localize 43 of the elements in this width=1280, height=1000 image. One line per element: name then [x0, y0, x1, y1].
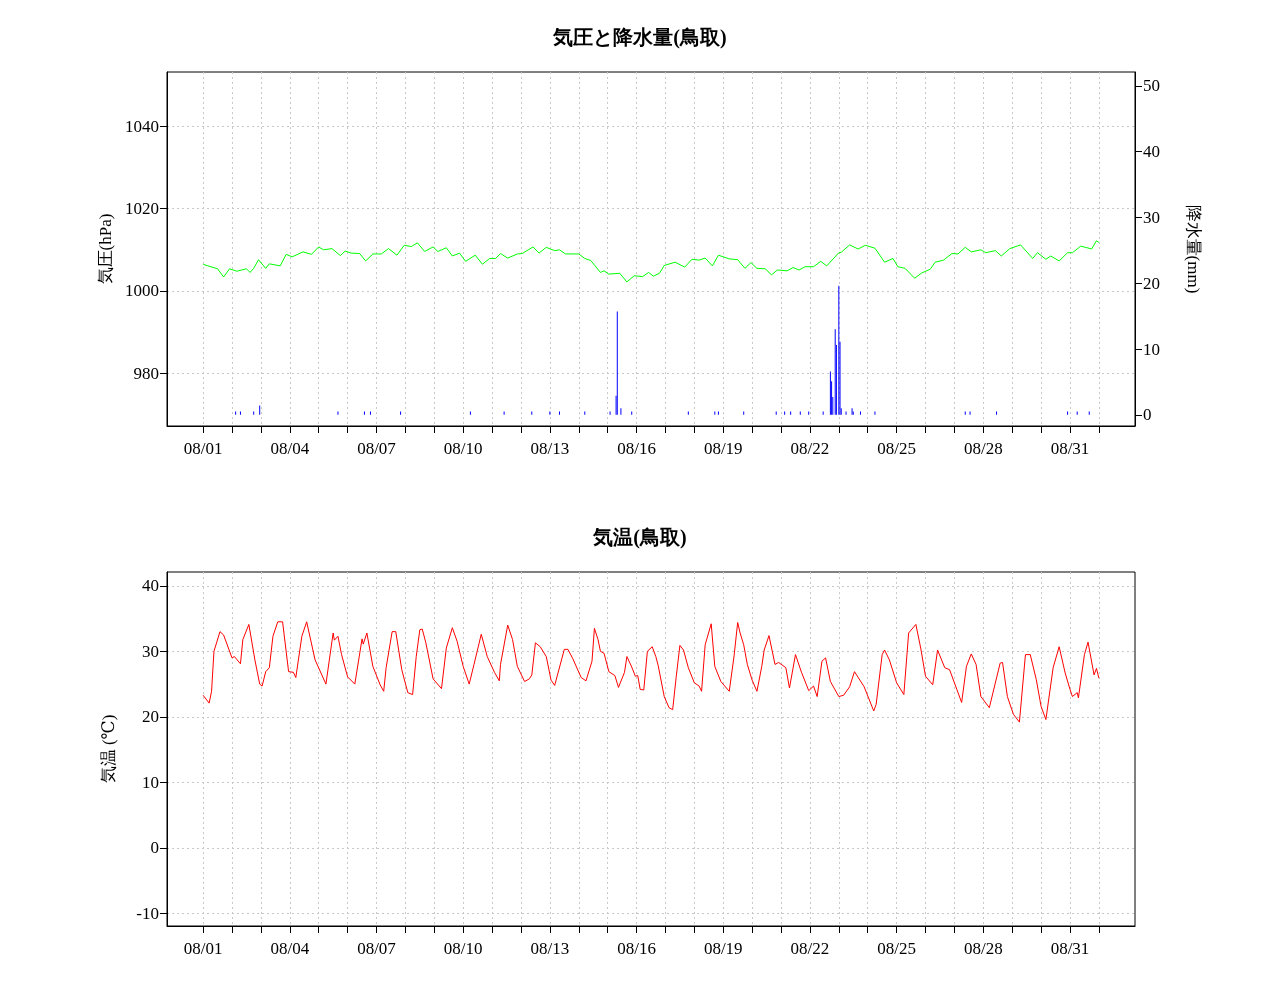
x-tick-label: 08/13: [530, 439, 570, 458]
y2-tick-label: 30: [1143, 207, 1160, 227]
y2-tick-label: 50: [1143, 76, 1160, 96]
x-tick-label: 08/31: [1050, 439, 1090, 458]
x-tick-label: 08/19: [703, 939, 743, 958]
x-tick-label: 08/25: [877, 439, 916, 458]
y-tick-label: 980: [133, 363, 159, 383]
y-tick-label: 1000: [125, 281, 159, 301]
x-tick-label: 08/13: [530, 939, 570, 958]
y2-tick-label: 20: [1143, 273, 1160, 293]
x-tick-label: 08/22: [790, 939, 830, 958]
y-tick-label: 10: [142, 772, 159, 792]
x-tick-label: 08/22: [790, 439, 830, 458]
x-tick-label: 08/10: [443, 439, 483, 458]
x-tick-label: 08/25: [877, 939, 916, 958]
x-tick-label: 08/16: [617, 439, 656, 458]
y-tick-label: 1040: [125, 116, 159, 136]
y-axis-title: 気温 (℃): [99, 714, 118, 784]
x-tick-label: 08/28: [963, 439, 1003, 458]
chart-title: 気温(鳥取): [592, 526, 687, 549]
x-tick-label: 08/10: [443, 939, 483, 958]
y2-axis-title: 降水量(mm): [1184, 204, 1203, 294]
y-axis-title: 気圧(hPa): [96, 213, 116, 285]
x-tick-label: 08/01: [183, 939, 223, 958]
x-tick-label: 08/01: [183, 439, 223, 458]
y-tick-label: -10: [136, 904, 159, 924]
x-tick-label: 08/04: [270, 439, 310, 458]
y-tick-label: 30: [142, 641, 159, 661]
y2-tick-label: 40: [1143, 142, 1160, 162]
x-tick-label: 08/31: [1050, 939, 1090, 958]
chart-title: 気圧と降水量(鳥取): [552, 26, 727, 49]
x-tick-label: 08/04: [270, 939, 310, 958]
x-tick-label: 08/16: [617, 939, 656, 958]
y2-tick-label: 0: [1143, 405, 1152, 425]
y-tick-label: 20: [142, 707, 159, 727]
x-tick-label: 08/07: [357, 939, 397, 958]
x-tick-label: 08/19: [703, 439, 743, 458]
y-tick-label: 1020: [125, 199, 159, 219]
x-tick-label: 08/28: [963, 939, 1003, 958]
x-tick-label: 08/07: [357, 439, 397, 458]
y-tick-label: 40: [142, 576, 159, 596]
y2-tick-label: 10: [1143, 339, 1160, 359]
y-tick-label: 0: [150, 838, 159, 858]
